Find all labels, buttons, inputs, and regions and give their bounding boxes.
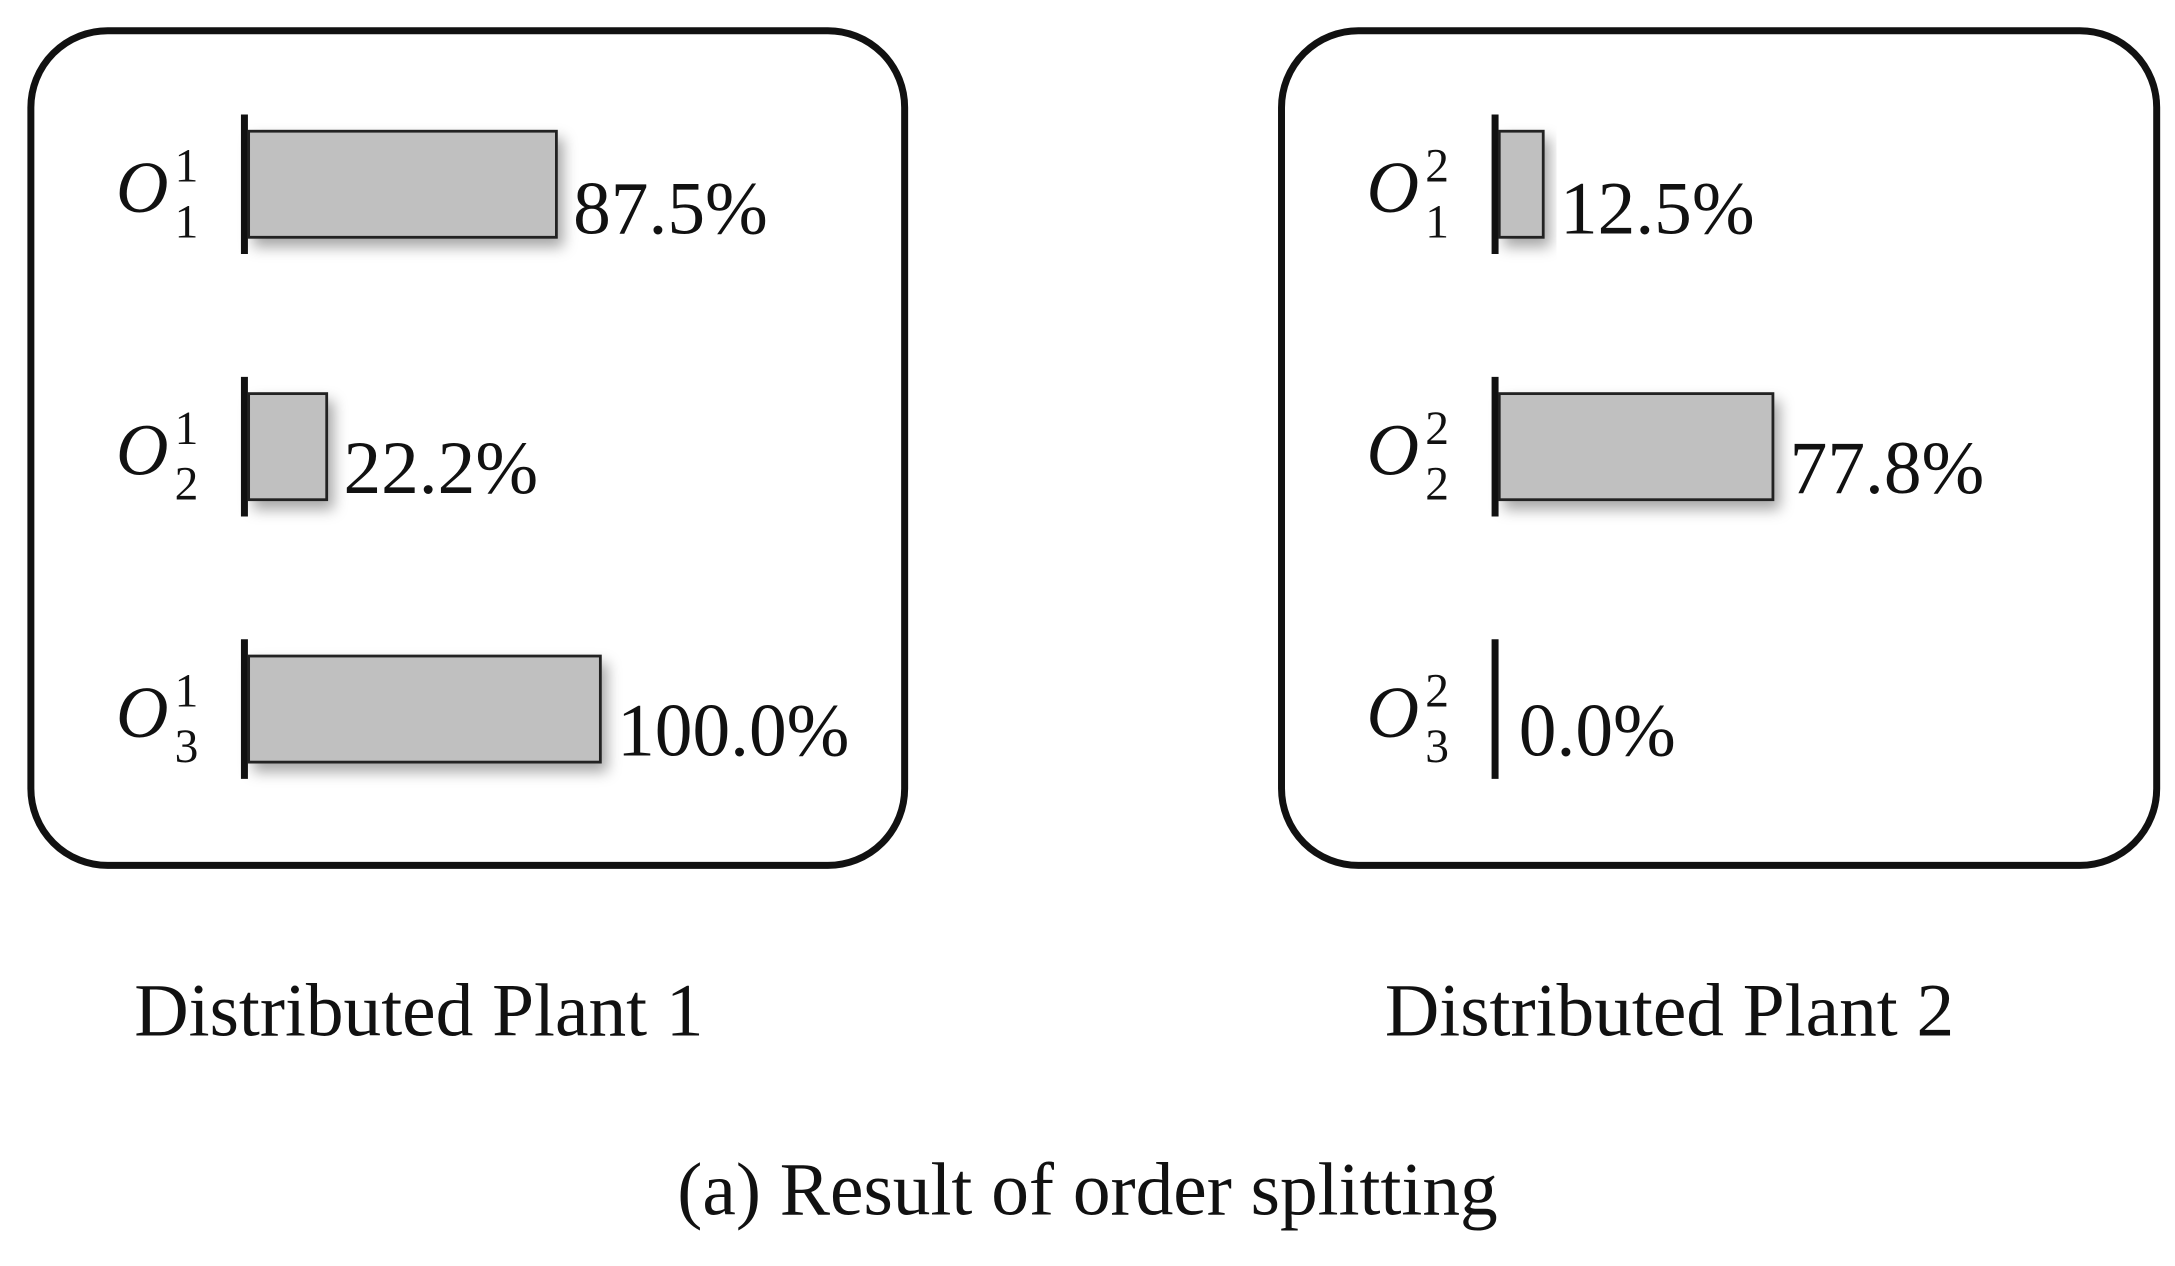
- caption: (a) Result of order splitting: [677, 1148, 1497, 1231]
- category-sup: 2: [1425, 140, 1449, 192]
- category-label: O: [116, 410, 168, 491]
- value-label: 87.5%: [573, 168, 768, 251]
- bar: [247, 392, 329, 502]
- category-label: O: [1367, 672, 1419, 753]
- category-sup: 1: [175, 665, 199, 717]
- category-sup: 1: [175, 140, 199, 192]
- panel-box: [27, 27, 909, 869]
- panel-box: [1278, 27, 2161, 869]
- category-sub: 2: [1425, 459, 1449, 511]
- value-label: 22.2%: [343, 427, 538, 510]
- category-sub: 1: [175, 196, 199, 248]
- bar: [247, 654, 602, 764]
- category-sub: 1: [1425, 196, 1449, 248]
- value-label: 77.8%: [1790, 427, 1985, 510]
- category-sub: 3: [1425, 721, 1449, 773]
- category-sup: 2: [1425, 403, 1449, 455]
- category-label: O: [116, 672, 168, 753]
- value-label: 0.0%: [1519, 690, 1676, 773]
- bar: [1497, 392, 1775, 502]
- category-sup: 1: [175, 403, 199, 455]
- category-label: O: [1367, 147, 1419, 228]
- category-sup: 2: [1425, 665, 1449, 717]
- value-label: 12.5%: [1560, 168, 1755, 251]
- bar: [247, 129, 558, 239]
- category-sub: 2: [175, 459, 199, 511]
- value-label: 100.0%: [617, 690, 849, 773]
- category-label: O: [1367, 410, 1419, 491]
- chart-title: Distributed Plant 1: [134, 970, 703, 1053]
- chart-title: Distributed Plant 2: [1385, 970, 1954, 1053]
- bar: [1497, 129, 1545, 239]
- category-label: O: [116, 147, 168, 228]
- category-sub: 3: [175, 721, 199, 773]
